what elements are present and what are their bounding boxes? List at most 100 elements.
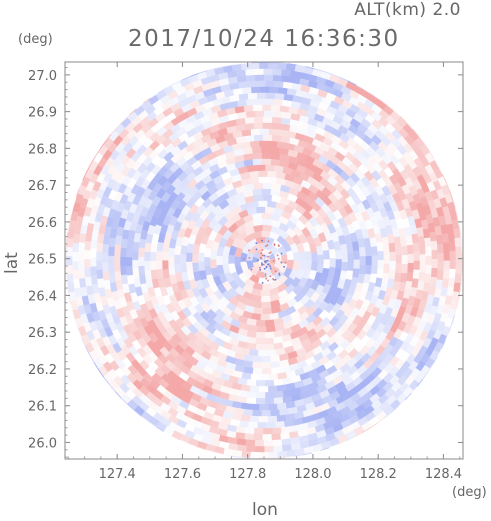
radar-cell [262,122,273,129]
radar-cell [137,256,145,267]
radar-cell [143,260,151,271]
radar-cell [255,206,266,214]
x-tick-label: 128.0 [294,467,331,482]
radar-cell [425,246,433,257]
radar-speckle [280,261,283,264]
radar-cell [267,385,278,393]
radar-cell [260,295,271,303]
radar-cell [436,270,444,281]
radar-cell [173,254,181,264]
radar-cell [209,258,217,269]
radar-cell [125,247,133,258]
radar-speckle [243,258,245,260]
radar-cell [431,249,439,260]
radar-speckle [248,249,250,252]
radar-cell [311,252,319,263]
radar-cell [271,427,282,435]
radar-cell [247,421,258,429]
radar-cell [250,451,260,459]
radar-cell [317,254,325,265]
radar-cell [267,176,278,184]
radar-cell [191,262,200,273]
radar-cell [419,254,427,264]
radar-cell [448,268,457,279]
y-tick-label: 26.4 [28,289,57,304]
radar-cell [249,415,260,423]
radar-cell [83,258,91,269]
radar-cell [364,246,373,257]
y-tick-label: 27.0 [28,69,57,84]
radar-cell [264,110,274,118]
radar-cell [71,251,79,261]
radar-cell [253,116,264,124]
radar-cell [249,140,260,148]
radar-cell [258,170,269,177]
radar-cell [65,255,73,266]
y-tick-label: 26.6 [28,216,57,231]
radar-cell [132,268,140,279]
radar-cell [259,128,270,135]
radar-cell [254,446,265,453]
radar-cell [260,289,271,297]
radar-cell [261,158,272,165]
radar-cell [252,367,263,375]
radar-cell [71,269,80,280]
radar-cell [389,260,397,271]
radar-cell [263,440,274,447]
radar-speckle [261,239,263,242]
radar-cell [261,152,272,159]
radar-cell [454,237,462,248]
radar-cell [143,251,151,261]
radar-cell [419,244,427,255]
radar-cell [262,134,273,142]
radar-cell [247,92,258,100]
radar-cell [264,319,275,327]
radar-cell [413,251,421,262]
radar-cell [271,134,282,142]
radar-cell [255,319,266,327]
y-tick-label: 26.0 [28,436,57,451]
radar-cell [264,446,274,453]
radar-cell [328,248,337,259]
radar-cell [83,267,91,278]
radar-cell [155,250,163,261]
radar-cell [271,433,281,441]
radar-cell [258,416,269,423]
radar-cell [234,255,241,267]
radar-cell [448,241,457,252]
radar-speckle [273,243,276,245]
radar-speckle [284,261,287,264]
radar-cell [419,263,427,273]
radar-cell [353,250,361,261]
radar-cell [173,263,182,274]
radar-speckle [272,260,275,262]
radar-cell [277,450,288,459]
radar-cell [401,245,409,256]
radar-cell [240,450,251,459]
radar-cell [71,260,79,271]
radar-cell [244,427,255,435]
radar-cell [276,414,287,423]
radar-cell [268,62,278,70]
altitude-label: ALT(km) 2.0 [354,0,461,20]
radar-cell [264,331,275,339]
radar-cell [244,116,255,124]
radar-cell [252,188,263,196]
x-axis-unit: (deg) [452,485,487,500]
radar-cell [249,176,260,184]
radar-cell [256,164,266,172]
radar-cell [260,314,270,321]
radar-cell [258,404,269,411]
radar-cell [243,104,254,113]
radar-cell [323,259,331,270]
radar-cell [245,68,256,76]
radar-cell [442,269,451,280]
radar-cell [255,331,266,339]
radar-cell [119,256,127,267]
radar-cell [358,264,367,275]
y-tick-label: 26.3 [28,326,57,341]
radar-cell [261,188,272,196]
radar-speckle [264,261,267,264]
radar-speckle [278,274,281,276]
y-axis-ticks: 26.0 26.1 26.2 26.3 26.4 26.5 26.6 26.7 26.8 26.9… [28,67,463,458]
